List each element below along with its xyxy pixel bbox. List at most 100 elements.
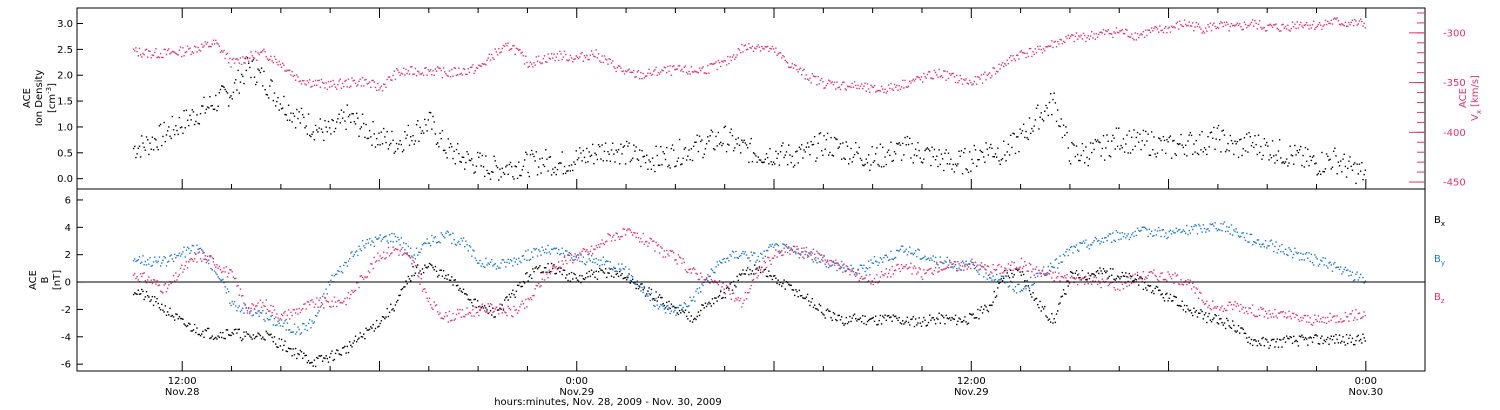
density-point [516,177,519,180]
density-point [333,130,336,133]
bx-point [689,320,691,322]
density-point [267,97,270,99]
density-point [1233,153,1235,156]
bx-point [917,322,919,324]
bx-point [185,325,188,328]
velocity-point [985,79,987,81]
bz-point [747,292,749,294]
bz-point [491,304,493,306]
velocity-point [192,52,195,54]
density-point [689,158,691,161]
by-point [782,243,784,245]
bz-point [310,299,312,302]
density-point [810,140,812,143]
density-point [1209,131,1212,134]
density-point [309,134,311,137]
density-point [1027,138,1030,141]
bx-point [1337,342,1340,344]
density-point [1234,140,1236,142]
bx-point [483,305,486,307]
bx-point [896,317,898,320]
bx-point [1298,335,1301,337]
by-point [314,314,317,317]
velocity-point [676,68,678,70]
density-point [600,158,602,160]
by-point [1270,239,1273,241]
density-point [199,112,202,115]
velocity-point [987,73,990,75]
density-point [372,120,374,123]
by-point [864,270,866,273]
bx-point [412,266,414,268]
velocity-point [695,71,697,73]
velocity-point [692,71,695,73]
bx-point [500,308,502,310]
by-point [638,286,641,289]
by-point [783,243,785,246]
velocity-point [419,73,421,75]
density-point [1142,129,1145,132]
by-point [1331,270,1334,272]
velocity-point [1068,37,1071,40]
by-point [925,258,927,261]
by-point [1330,264,1332,266]
bx-point [851,317,853,319]
density-point [1123,151,1126,153]
bx-point [743,273,745,275]
bz-point [603,243,606,246]
velocity-point [1234,25,1236,27]
bx-point [745,269,748,272]
velocity-point [1101,32,1104,34]
velocity-point [653,70,655,72]
velocity-point [970,81,972,84]
by-point [554,247,556,250]
velocity-point [437,66,439,68]
density-point [509,161,512,164]
density-point [387,148,390,150]
density-point [1183,153,1186,155]
density-point [979,149,981,152]
bx-point [1194,311,1196,313]
velocity-point [727,55,729,58]
bz-point [222,270,224,273]
by-point [350,252,352,254]
velocity-point [785,61,788,63]
density-point [1139,133,1141,135]
by-point [540,254,542,256]
velocity-point [756,45,758,48]
velocity-point [914,78,917,80]
density-point [332,119,334,122]
density-point [305,125,307,127]
velocity-point [253,57,256,59]
by-point [231,300,233,303]
by-point [1086,246,1088,248]
density-point [866,162,869,164]
bz-point [673,252,675,254]
density-point [368,129,371,132]
by-point [803,257,805,260]
bz-point [790,248,792,250]
bx-point [1335,333,1337,336]
by-point [173,253,176,256]
density-point [975,165,978,167]
bx-point [440,269,442,272]
by-point [1291,256,1294,259]
bz-point [782,254,784,256]
bx-point [277,346,279,349]
density-point [1121,146,1123,149]
velocity-point [460,72,462,75]
by-point [1122,235,1125,238]
bz-point [503,311,506,313]
bz-point [346,297,348,299]
bx-point [596,278,599,280]
bz-point [439,312,441,314]
velocity-point [898,84,900,87]
bx-point [1145,287,1147,289]
density-point [502,171,505,174]
velocity-point [408,73,411,75]
velocity-point [583,55,586,57]
velocity-point [1047,45,1050,47]
bz-point [370,263,372,265]
velocity-point [482,63,485,65]
density-point [429,112,432,114]
